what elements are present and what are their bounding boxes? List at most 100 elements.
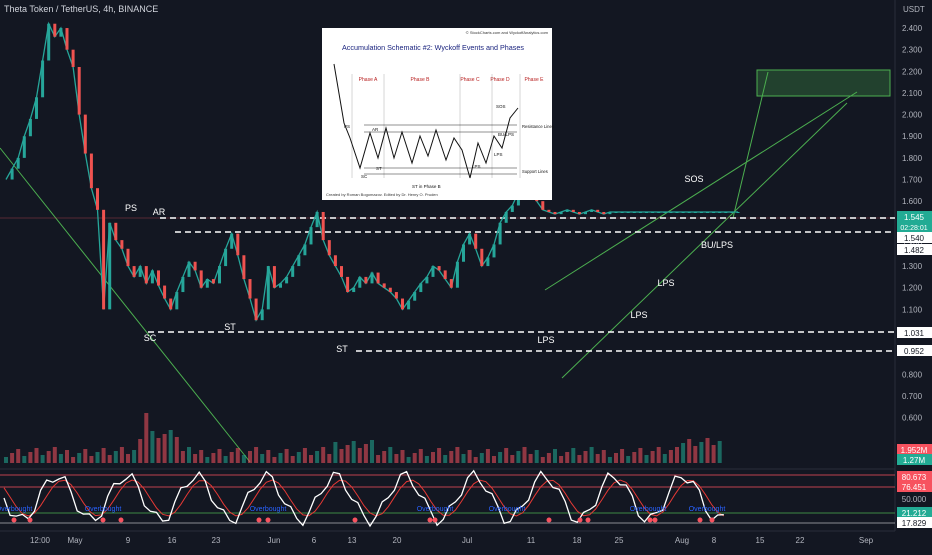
volume-bar	[705, 438, 710, 463]
oscillator-label: 50.000	[902, 495, 927, 504]
volume-bar	[388, 447, 393, 463]
oscillator-tag: Overbought	[689, 506, 726, 513]
volume-bar	[296, 452, 301, 463]
volume-bar	[16, 449, 21, 463]
price-candle	[96, 188, 99, 210]
price-label: 0.952	[904, 347, 925, 356]
inset-event-label: PS	[344, 124, 350, 129]
price-candle	[199, 270, 203, 288]
volume-bar	[254, 447, 259, 463]
volume-bar	[406, 457, 411, 463]
volume-bar	[534, 450, 539, 463]
price-candle	[504, 211, 508, 223]
volume-bar	[595, 454, 600, 463]
price-candle	[486, 257, 490, 267]
volume-bar	[498, 452, 503, 463]
x-tick-label: 15	[756, 536, 765, 545]
volume-bar	[699, 442, 704, 463]
y-tick-label: 1.900	[902, 132, 923, 141]
price-candle	[193, 261, 197, 271]
x-tick-label: 9	[126, 536, 131, 545]
price-label-bg	[897, 327, 932, 338]
volume-bar	[711, 445, 716, 463]
price-label-time: 02:28:01	[900, 225, 927, 232]
price-candle	[297, 255, 301, 267]
price-candle	[41, 60, 45, 98]
signal-dot	[11, 517, 17, 523]
event-label: LPS	[657, 278, 674, 288]
price-candle	[608, 211, 612, 215]
signal-dot	[118, 517, 124, 523]
y-tick-label: 0.800	[902, 370, 923, 379]
price-candle	[309, 227, 313, 245]
volume-bar	[394, 454, 399, 463]
volume-bar	[22, 456, 27, 463]
oscillator-label-bg	[897, 481, 932, 492]
volume-bar	[266, 450, 271, 463]
price-candle	[22, 136, 26, 158]
volume-label: 1.952M	[901, 446, 928, 455]
volume-bar	[193, 454, 198, 463]
oscillator-tag: Overbought	[85, 506, 122, 513]
volume-bar	[479, 453, 484, 463]
x-tick-label: 6	[312, 536, 317, 545]
price-candle	[675, 211, 679, 213]
price-candle	[370, 272, 374, 284]
price-candle	[144, 266, 148, 284]
price-candle	[571, 209, 575, 212]
volume-bar	[650, 451, 655, 463]
price-candle	[102, 209, 106, 310]
volume-bar	[473, 457, 478, 463]
price-candle	[632, 211, 636, 213]
price-candle	[663, 211, 667, 213]
price-candle	[242, 255, 246, 280]
volume-bar	[583, 451, 588, 463]
inset-phase-label: Phase E	[525, 77, 545, 83]
event-label: SOS	[684, 174, 703, 184]
price-candle	[541, 201, 545, 210]
inset-phase-label: Phase A	[359, 77, 378, 83]
price-candle	[736, 211, 740, 213]
volume-bar	[180, 451, 185, 463]
volume-bar	[449, 451, 454, 463]
volume-bar	[278, 453, 283, 463]
price-candle	[388, 287, 392, 293]
volume-bar	[516, 451, 521, 463]
price-candle	[65, 28, 69, 50]
price-candle	[437, 266, 441, 271]
price-candle	[211, 279, 215, 284]
price-candle	[480, 248, 484, 267]
volume-bar	[632, 452, 637, 463]
price-candle	[126, 248, 130, 267]
volume-bar	[211, 453, 216, 463]
volume-bar	[522, 447, 527, 463]
event-label: LPS	[630, 310, 647, 320]
volume-bar	[187, 447, 191, 463]
volume-bar	[363, 444, 368, 463]
price-candle	[498, 222, 502, 245]
price-candle	[559, 211, 563, 215]
volume-bar	[217, 449, 222, 463]
volume-bar	[162, 434, 167, 463]
oscillator-label: 76.451	[902, 483, 927, 492]
price-candle	[657, 211, 661, 213]
price-candle	[376, 272, 380, 284]
inset-support-label: Support Lines	[522, 169, 548, 174]
y-tick-label: 0.600	[902, 414, 923, 423]
volume-bar	[113, 451, 118, 463]
volume-bar	[540, 457, 545, 463]
price-candle	[150, 270, 154, 284]
price-label: 1.482	[904, 246, 925, 255]
price-candle	[431, 266, 435, 277]
volume-bar	[144, 413, 149, 463]
y-axis-unit: USDT	[903, 5, 925, 14]
y-tick-label: 1.700	[902, 176, 923, 185]
price-candle	[492, 244, 496, 258]
volume-bar	[168, 430, 173, 463]
price-candle	[455, 261, 459, 288]
inset-resistance-label: Resistance Lines	[522, 124, 554, 129]
volume-bar	[4, 457, 8, 463]
event-label: LPS	[537, 335, 554, 345]
event-label: AR	[153, 207, 166, 217]
